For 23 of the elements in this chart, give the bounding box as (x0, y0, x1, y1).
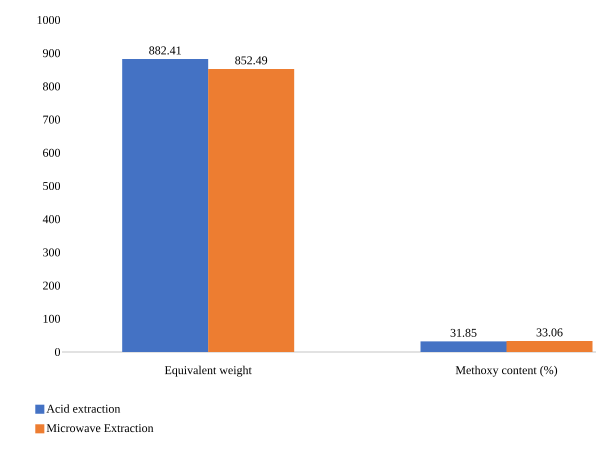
y-tick-label: 400 (42, 215, 60, 224)
data-label: 33.06 (536, 328, 563, 337)
x-tick-label: Methoxy content (%) (456, 366, 558, 377)
y-tick-label: 100 (44, 314, 60, 323)
x-tick-label: Equivalent weight (164, 366, 252, 377)
bar (122, 59, 208, 352)
y-tick-label: 1000 (38, 16, 60, 24)
y-tick-label: 500 (43, 182, 60, 190)
data-label: 852.49 (235, 56, 268, 64)
y-tick-label: 900 (42, 49, 60, 58)
y-tick-label: 200 (43, 282, 60, 290)
y-tick-label: 800 (43, 82, 60, 90)
y-tick-label: 600 (43, 148, 60, 157)
legend-label: Acid extraction (46, 404, 120, 413)
bar (420, 341, 507, 352)
bar (208, 68, 294, 352)
y-tick-label: 300 (43, 248, 60, 256)
data-label: 882.41 (149, 46, 181, 55)
y-tick-label: 0 (54, 348, 60, 356)
bar (506, 341, 593, 352)
data-label: 31.85 (450, 328, 476, 337)
legend-label: Microwave Extraction (46, 424, 154, 432)
y-tick-label: 700 (43, 116, 60, 124)
